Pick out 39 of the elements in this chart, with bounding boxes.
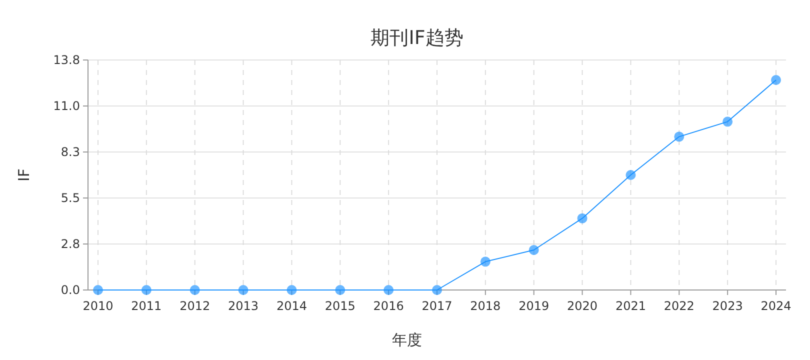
point xyxy=(626,170,636,180)
point xyxy=(190,285,200,295)
point xyxy=(480,256,490,267)
x-tick-label: 2020 xyxy=(567,299,598,313)
x-tick-label: 2010 xyxy=(82,299,114,313)
point xyxy=(93,285,103,295)
x-tick-label: 2018 xyxy=(470,299,501,313)
point xyxy=(335,285,346,295)
point xyxy=(528,245,539,255)
x-tick-label: 2016 xyxy=(373,299,404,313)
x-tick-label: 2012 xyxy=(180,299,210,313)
point xyxy=(238,285,248,295)
y-axis-title: IF xyxy=(15,168,33,182)
point xyxy=(674,132,684,142)
point xyxy=(141,285,152,295)
x-tick-label: 2011 xyxy=(131,299,162,313)
x-tick-label: 2024 xyxy=(760,299,792,313)
y-tick-label: 8.3 xyxy=(60,145,80,159)
x-tick-label: 2019 xyxy=(518,299,550,313)
chart-title: 期刊IF趋势 xyxy=(370,27,464,49)
y-tick-label: 11.0 xyxy=(53,99,80,113)
y-tick-label: 13.8 xyxy=(53,53,80,67)
point xyxy=(384,285,394,295)
x-axis-title: 年度 xyxy=(392,331,422,349)
point xyxy=(577,213,588,224)
point xyxy=(771,75,781,85)
x-tick-label: 2014 xyxy=(276,299,307,313)
x-tick-label: 2022 xyxy=(664,299,694,313)
point xyxy=(286,285,297,295)
y-tick-label: 2.8 xyxy=(60,237,80,251)
x-tick-label: 2017 xyxy=(422,299,452,313)
y-tick-label: 0.0 xyxy=(60,283,80,297)
x-tick-label: 2013 xyxy=(228,299,259,313)
y-tick-label: 5.5 xyxy=(60,191,80,205)
x-tick-label: 2015 xyxy=(324,299,356,313)
x-tick-label: 2023 xyxy=(712,299,743,313)
point xyxy=(722,116,733,127)
x-tick-label: 2021 xyxy=(615,299,646,313)
point xyxy=(432,285,442,295)
